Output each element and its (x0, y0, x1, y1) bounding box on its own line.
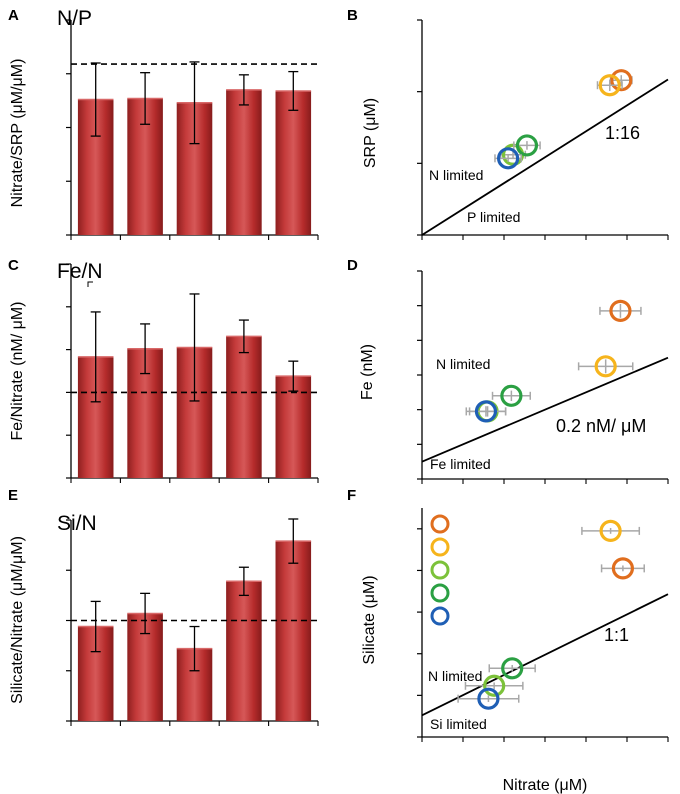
panel-f-plot (417, 508, 669, 742)
panel-f-si-limited-label: Si limited (430, 716, 487, 732)
panel-c-title: Fe/N (57, 260, 103, 283)
point-pr-marker (609, 299, 632, 322)
legend-m0-swatch (430, 560, 450, 580)
point-m1-marker (500, 384, 523, 407)
panel-d-plot (417, 270, 669, 484)
panel-a-bar (275, 90, 312, 235)
panel-f-ratio-label: 1:1 (604, 625, 629, 645)
panel-f-n-limited-label: N limited (428, 668, 482, 684)
panel-b-p-limited-label: P limited (467, 209, 520, 225)
point-m1-marker (501, 657, 524, 680)
panel-a-plot (66, 19, 319, 240)
panel-e-bar (226, 581, 262, 721)
panel-d: D Fe (nM) N limited 0.2 nM/ μM Fe limite… (347, 257, 669, 484)
panel-letter-a: A (8, 7, 19, 24)
panel-c-plot (66, 263, 319, 483)
panel-e-bar (275, 541, 312, 721)
legend-pr-swatch (430, 514, 450, 534)
panel-c: C Fe/N Fe/Nitrate (nM/ μM) (8, 257, 319, 483)
point-m2-marker (497, 147, 520, 170)
point-sf-marker (594, 355, 617, 378)
panel-letter-e: E (8, 487, 18, 504)
panel-f-ratio-line (421, 593, 669, 717)
panel-d-ratio-line (421, 356, 669, 463)
panel-f-legend (430, 514, 450, 626)
panel-b-ylabel: SRP (μM) (362, 98, 379, 168)
panel-c-ylabel: Fe/Nitrate (nM/ μM) (9, 301, 26, 440)
point-m2-marker (474, 400, 498, 423)
panel-a: A N/P Nitrate/SRP (μM/μM) (8, 7, 319, 240)
panel-a-title: N/P (57, 7, 92, 30)
panel-d-ylabel: Fe (nM) (359, 344, 376, 400)
panel-a-ylabel: Nitrate/SRP (μM/μM) (9, 59, 26, 208)
point-sf-marker (598, 74, 621, 97)
panel-letter-d: D (347, 257, 358, 274)
panel-b-plot (417, 19, 669, 240)
panel-f-ylabel: Silicate (μM) (361, 575, 378, 664)
point-m0-marker (483, 674, 506, 697)
panel-b: B SRP (μM) 1:16 N limited P limited (347, 7, 669, 240)
legend-sf-swatch (430, 537, 450, 557)
panel-e-ylabel: Silicate/Nitrate (μM/μM) (9, 536, 26, 704)
panel-letter-f: F (347, 487, 356, 504)
panel-f: F Silicate (μM) Nitrate (μM) 1:1 N limit… (347, 487, 669, 794)
panel-c-bar (226, 336, 262, 478)
legend-m1-swatch (430, 583, 450, 603)
panel-d-ratio-label: 0.2 nM/ μM (556, 416, 646, 436)
panel-e-title: Si/N (57, 512, 97, 535)
panel-c-corner-mark (87, 281, 93, 287)
panel-b-n-limited-label: N limited (429, 167, 483, 183)
point-pr-marker (610, 69, 633, 92)
panel-d-n-limited-label: N limited (436, 356, 490, 372)
panel-b-ratio-line (421, 78, 669, 236)
panel-b-ratio-label: 1:16 (605, 123, 640, 143)
panel-letter-c: C (8, 257, 19, 274)
panel-letter-b: B (347, 7, 358, 24)
legend-m2-swatch (430, 606, 450, 626)
point-sf-marker (599, 519, 622, 543)
panel-e: E Si/N Silicate/Nitrate (μM/μM) (8, 487, 319, 726)
panel-d-fe-limited-label: Fe limited (430, 456, 491, 472)
panel-f-xlabel: Nitrate (μM) (503, 777, 588, 794)
point-m1-marker (515, 134, 539, 157)
panel-a-bar (226, 89, 262, 235)
panel-e-plot (66, 518, 319, 726)
point-pr-marker (611, 557, 635, 580)
point-m2-marker (477, 687, 500, 710)
